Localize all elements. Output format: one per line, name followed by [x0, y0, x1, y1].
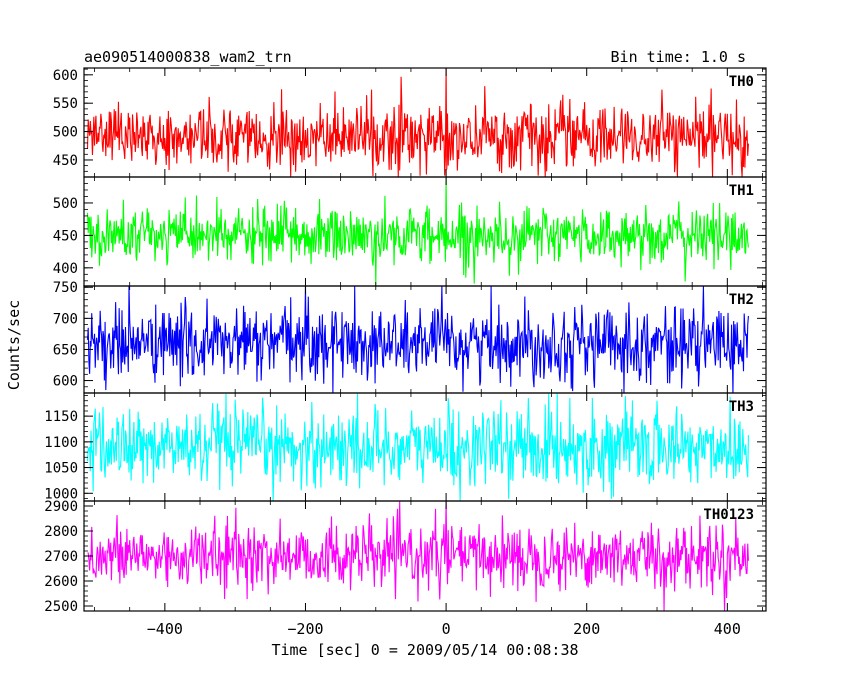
panel-th2: 600 650 700 750 TH2	[53, 280, 767, 394]
series-label: TH3	[729, 399, 754, 415]
series-label: TH2	[729, 292, 754, 308]
x-tick-label: −400	[147, 620, 183, 638]
y-tick-label: 650	[53, 342, 78, 358]
y-tick-label: 700	[53, 311, 78, 327]
series-line-th0123	[87, 501, 749, 611]
panel-th0: 450 500 550 600 TH0	[53, 67, 767, 178]
series-line-th0	[86, 68, 749, 177]
y-tick-label: 2900	[44, 499, 78, 515]
panel-th1: 400 450 500 TH1	[53, 176, 767, 287]
series-label: TH0123	[703, 507, 754, 523]
y-tick-label: 550	[53, 96, 78, 112]
y-tick-label: 1150	[44, 409, 78, 425]
x-tick-label: −200	[287, 620, 323, 638]
y-tick-label: 1050	[44, 461, 78, 477]
series-label: TH0	[729, 74, 754, 90]
y-tick-label: 2600	[44, 574, 78, 590]
y-tick-label: 1000	[44, 486, 78, 502]
y-tick-label: 500	[53, 196, 78, 212]
y-tick-label: 2800	[44, 524, 78, 540]
y-tick-label: 450	[53, 153, 78, 169]
series-label: TH1	[729, 183, 754, 199]
y-axis-label: Counts/sec	[5, 300, 23, 390]
x-tick-label: 0	[442, 620, 451, 638]
y-tick-label: 2700	[44, 549, 78, 565]
series-line-th1	[86, 177, 749, 286]
y-tick-label: 750	[53, 280, 78, 296]
panel-th0123: 2500 2600 2700 2800 2900 TH0123	[44, 499, 767, 615]
series-line-th3	[86, 393, 749, 501]
panels-group: 450 500 550 600 TH0 400 450 500 TH1 600 650 700 750 T…	[44, 67, 767, 615]
y-tick-label: 1100	[44, 435, 78, 451]
chart-title: ae090514000838_wam2_trn	[84, 48, 292, 66]
y-tick-label: 400	[53, 261, 78, 277]
bin-time-label: Bin time: 1.0 s	[611, 48, 746, 66]
panel-th3: 1000 1050 1100 1150 TH3	[44, 392, 767, 502]
y-tick-label: 2500	[44, 599, 78, 615]
x-axis-label: Time [sec] 0 = 2009/05/14 00:08:38	[271, 641, 578, 659]
x-tick-label: 400	[714, 620, 741, 638]
y-tick-label: 450	[53, 228, 78, 244]
x-axis: −400 −200 0 200 400	[147, 620, 741, 638]
x-tick-label: 200	[573, 620, 600, 638]
series-line-th2	[86, 286, 749, 393]
y-tick-label: 500	[53, 125, 78, 141]
y-tick-label: 600	[53, 68, 78, 84]
y-tick-label: 600	[53, 374, 78, 390]
